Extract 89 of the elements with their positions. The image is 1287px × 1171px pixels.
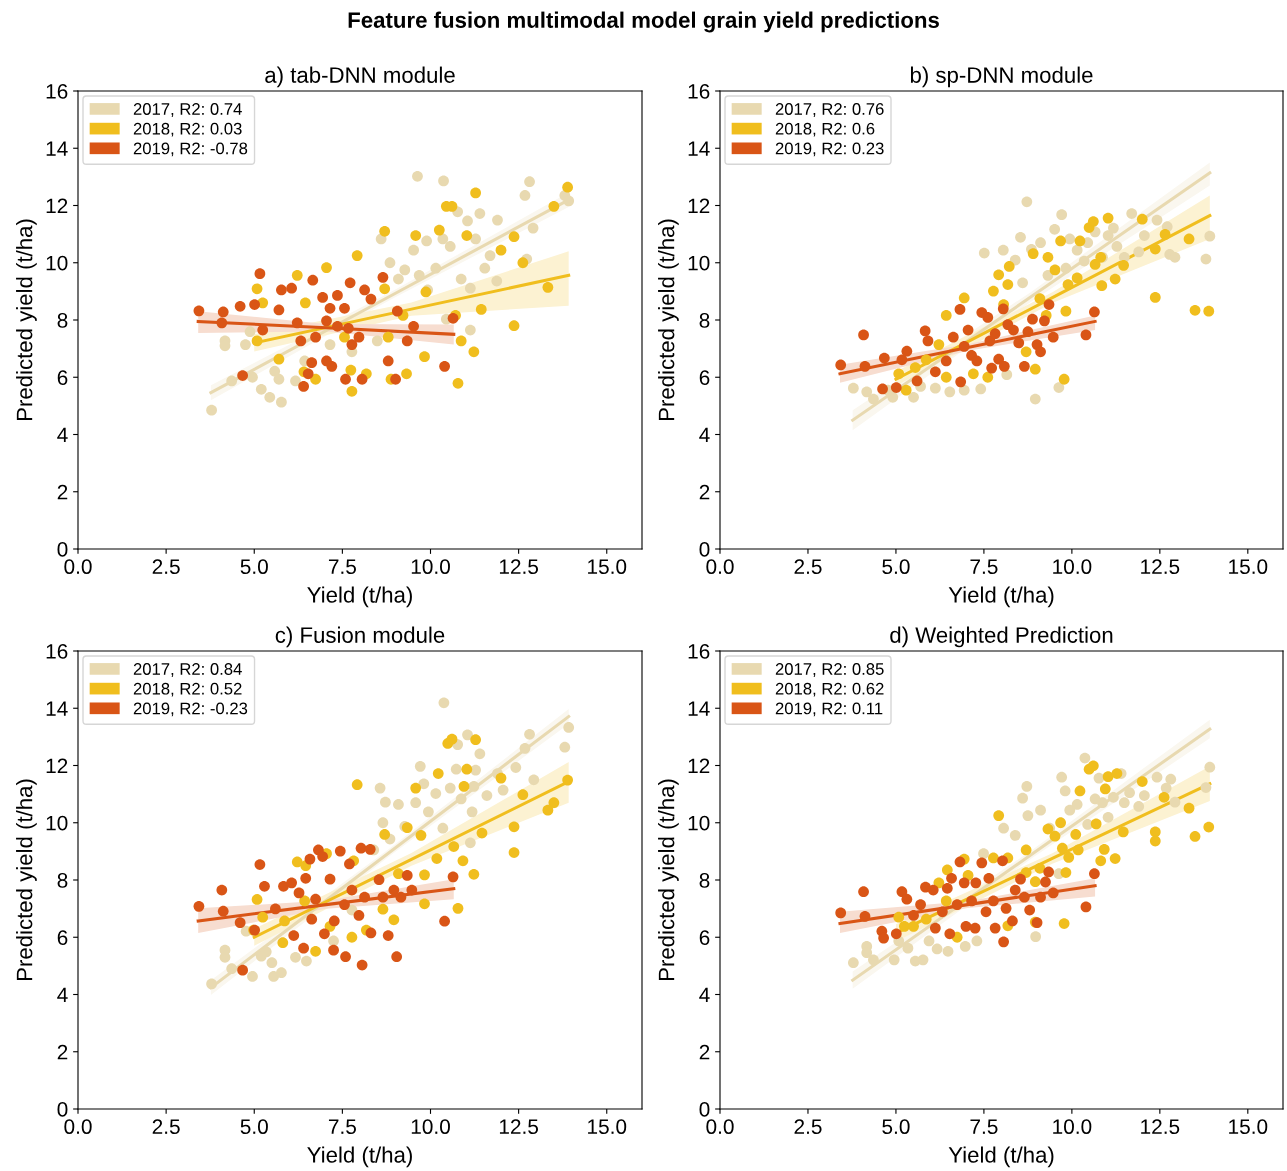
y-tick-label: 14 <box>46 141 68 156</box>
x-tick-label: 15.0 <box>1229 1119 1268 1135</box>
y-tick-label: 8 <box>699 313 710 328</box>
y-tick-label: 6 <box>57 370 68 385</box>
x-tick-label: 12.5 <box>499 559 539 575</box>
y-tick-label: 8 <box>57 313 68 328</box>
legend-label: 2019, R2: -0.23 <box>133 702 248 717</box>
x-tick-label: 0.0 <box>706 559 734 575</box>
x-tick-label: 0.0 <box>64 559 92 575</box>
y-tick-label: 12 <box>688 198 710 214</box>
chart-title: a) tab-DNN module <box>265 66 455 88</box>
text: Feature fusion multimodal model grain yield predictions <box>348 11 939 33</box>
legend-label: 2019, R2: 0.23 <box>775 142 884 157</box>
y-tick-label: 0 <box>57 1102 68 1117</box>
x-tick-label: 10.0 <box>411 559 450 575</box>
x-tick-label: 2.5 <box>152 559 180 575</box>
y-tick-label: 4 <box>57 427 68 443</box>
y-tick-label: 10 <box>688 815 710 831</box>
x-tick-label: 2.5 <box>152 1119 180 1135</box>
legend-label: 2017, R2: 0.85 <box>775 663 884 677</box>
y-tick-label: 10 <box>688 255 710 271</box>
legend-label: 2018, R2: 0.03 <box>133 122 242 137</box>
legend-label: 2019, R2: -0.78 <box>133 142 248 157</box>
chart-title: b) sp-DNN module <box>910 66 1093 88</box>
chart-title: d) Weighted Prediction <box>890 626 1113 648</box>
x-tick-label: 5.0 <box>882 559 910 575</box>
y-tick-label: 2 <box>699 484 710 500</box>
y-tick-label: 14 <box>688 141 710 156</box>
y-tick-label: 4 <box>699 427 710 443</box>
y-tick-label: 0 <box>57 542 68 557</box>
x-tick-label: 5.0 <box>240 1119 268 1135</box>
x-tick-label: 15.0 <box>1229 559 1268 575</box>
y-tick-label: 6 <box>699 930 710 945</box>
y-tick-label: 12 <box>46 198 68 214</box>
x-tick-label: 12.5 <box>1141 559 1180 575</box>
y-tick-label: 12 <box>46 758 68 774</box>
y-tick-label: 10 <box>46 815 68 831</box>
legend-label: 2018, R2: 0.62 <box>775 682 884 697</box>
x-tick-label: 7.5 <box>970 559 998 575</box>
y-tick-label: 4 <box>57 987 68 1003</box>
x-tick-label: 15.0 <box>588 559 627 575</box>
x-tick-label: 12.5 <box>1141 1119 1180 1135</box>
x-tick-label: 0.0 <box>64 1119 92 1135</box>
x-tick-label: 5.0 <box>882 1119 910 1135</box>
x-tick-label: 12.5 <box>499 1119 539 1135</box>
chart-title: c) Fusion module <box>275 626 445 648</box>
y-tick-label: 16 <box>688 84 710 99</box>
legend-label: 2017, R2: 0.84 <box>133 663 242 677</box>
x-tick-label: 7.5 <box>970 1119 998 1135</box>
y-axis-title: Predicted yield (t/ha) <box>16 219 37 421</box>
y-axis-title: Predicted yield (t/ha) <box>658 219 679 421</box>
x-axis-title: Yield (t/ha) <box>307 586 412 608</box>
y-tick-label: 0 <box>699 1102 710 1117</box>
x-axis-title: Yield (t/ha) <box>948 1146 1054 1168</box>
y-axis-title: Predicted yield (t/ha) <box>16 779 37 981</box>
y-tick-label: 4 <box>699 987 710 1003</box>
y-tick-label: 16 <box>46 644 68 659</box>
y-tick-label: 2 <box>57 1044 68 1060</box>
legend-label: 2017, R2: 0.74 <box>133 103 242 117</box>
x-axis-title: Yield (t/ha) <box>307 1146 412 1168</box>
legend-label: 2018, R2: 0.6 <box>775 122 875 137</box>
y-tick-label: 8 <box>699 873 710 888</box>
y-tick-label: 6 <box>699 370 710 385</box>
y-tick-label: 16 <box>688 644 710 659</box>
y-tick-label: 16 <box>46 84 68 99</box>
x-tick-label: 2.5 <box>794 559 822 575</box>
x-tick-label: 2.5 <box>794 1119 822 1135</box>
y-tick-label: 12 <box>688 758 710 774</box>
y-tick-label: 2 <box>699 1044 710 1060</box>
legend-label: 2018, R2: 0.52 <box>133 682 242 697</box>
y-tick-label: 14 <box>688 701 710 716</box>
x-tick-label: 10.0 <box>411 1119 450 1135</box>
x-tick-label: 10.0 <box>1053 1119 1092 1135</box>
legend-label: 2019, R2: 0.11 <box>775 702 883 717</box>
y-axis-title: Predicted yield (t/ha) <box>658 779 679 981</box>
x-tick-label: 0.0 <box>706 1119 734 1135</box>
x-tick-label: 15.0 <box>588 1119 627 1135</box>
y-tick-label: 10 <box>46 255 68 271</box>
y-tick-label: 8 <box>57 873 68 888</box>
x-tick-label: 10.0 <box>1053 559 1092 575</box>
x-tick-label: 7.5 <box>328 1119 356 1135</box>
y-tick-label: 0 <box>699 542 710 557</box>
x-axis-title: Yield (t/ha) <box>948 586 1054 608</box>
y-tick-label: 2 <box>57 484 68 500</box>
y-tick-label: 14 <box>46 701 68 716</box>
y-tick-label: 6 <box>57 930 68 945</box>
legend-label: 2017, R2: 0.76 <box>775 103 884 117</box>
x-tick-label: 5.0 <box>240 559 268 575</box>
x-tick-label: 7.5 <box>328 559 356 575</box>
